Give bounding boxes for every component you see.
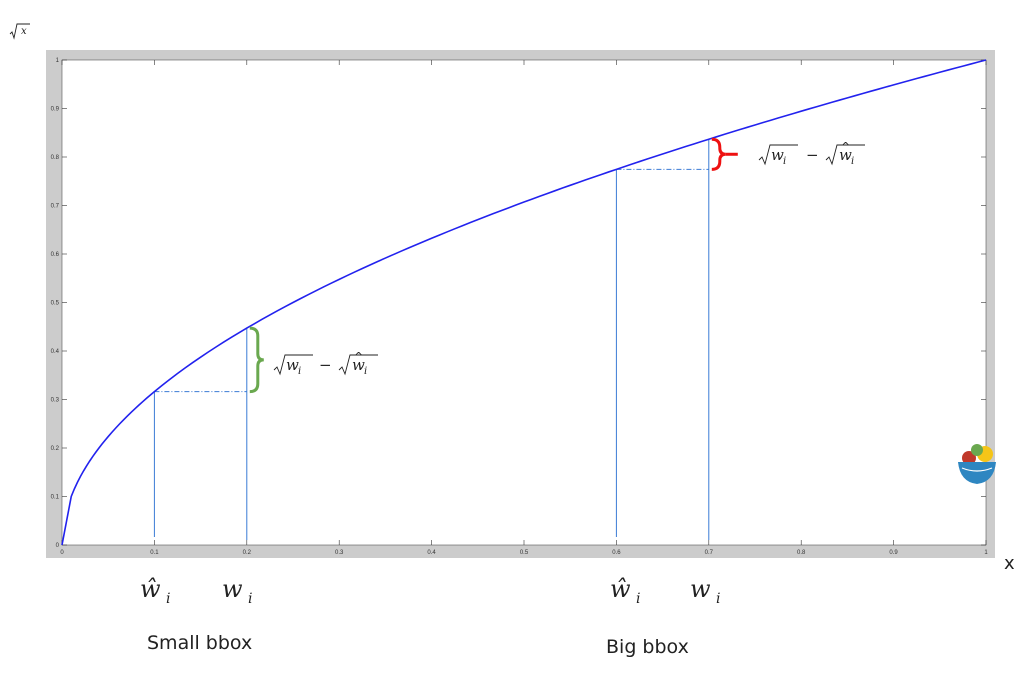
svg-text:i: i [364,366,367,377]
plot-area [61,59,987,546]
svg-text:i: i [298,366,301,377]
big-bbox-caption: Big bbox [606,636,689,658]
svg-text:^: ^ [841,140,850,153]
x-tick-label: 0.4 [427,550,436,556]
sqrt-curve [61,59,987,546]
guide-lines [153,139,710,540]
x-tick-label: 0.3 [335,550,344,556]
difference-brackets [249,137,738,394]
svg-text:i: i [716,591,720,607]
svg-text:i: i [166,591,170,607]
w-hat-label-small: ŵ i [140,575,170,607]
axis-ticks [61,59,987,546]
svg-text:w: w [286,356,299,374]
svg-text:i: i [248,591,252,607]
x-tick-label: 0.2 [243,550,252,556]
formula-small: w i − w ^ i [273,350,378,377]
y-tick-label: 0.8 [51,155,60,161]
y-tick-label: 0.5 [51,301,60,307]
x-axis-label: x [1004,553,1015,574]
y-tick-label: 0 [56,543,60,549]
y-tick-label: 1 [56,58,60,64]
svg-text:−: − [806,146,819,164]
x-tick-label: 0.6 [612,550,621,556]
svg-text:^: ^ [354,350,363,363]
svg-text:w: w [690,575,711,603]
axis-tick-labels: 0 0.1 0.2 0.3 0.4 0.5 0.6 0.7 0.8 0.9 1 0 0.1 0.2 0.3 0… [51,58,989,556]
y-tick-label: 0.9 [51,107,60,113]
svg-text:w: w [839,146,852,164]
x-tick-label: 0.1 [150,550,159,556]
y-axis-label: x [9,23,30,40]
svg-text:w: w [352,356,365,374]
y-tick-label: 0.7 [51,204,60,210]
w-label-small: w i [222,575,252,607]
small-bbox-caption: Small bbox [147,632,253,654]
svg-text:i: i [783,156,786,167]
x-tick-label: 0.7 [705,550,714,556]
bracket-small [249,326,264,394]
y-tick-label: 0.1 [51,495,60,501]
svg-text:i: i [636,591,640,607]
w-label-big: w i [690,575,720,607]
svg-text:−: − [319,356,332,374]
svg-text:w: w [771,146,784,164]
y-tick-label: 0.3 [51,398,60,404]
x-tick-label: 0.9 [889,550,898,556]
y-tick-label: 0.2 [51,446,60,452]
svg-text:i: i [851,156,854,167]
svg-text:x: x [21,26,27,37]
y-tick-label: 0.6 [51,252,60,258]
w-hat-label-big: ŵ i [610,575,640,607]
formula-big: w i − w ^ i [758,140,865,167]
x-tick-label: 0 [60,550,64,556]
svg-text:ŵ: ŵ [610,575,631,603]
fruit-bowl-icon [958,444,996,484]
svg-text:ŵ: ŵ [140,575,161,603]
x-tick-label: 0.8 [797,550,806,556]
y-tick-label: 0.4 [51,349,60,355]
x-tick-label: 0.5 [520,550,529,556]
x-tick-label: 1 [984,550,988,556]
svg-text:w: w [222,575,243,603]
